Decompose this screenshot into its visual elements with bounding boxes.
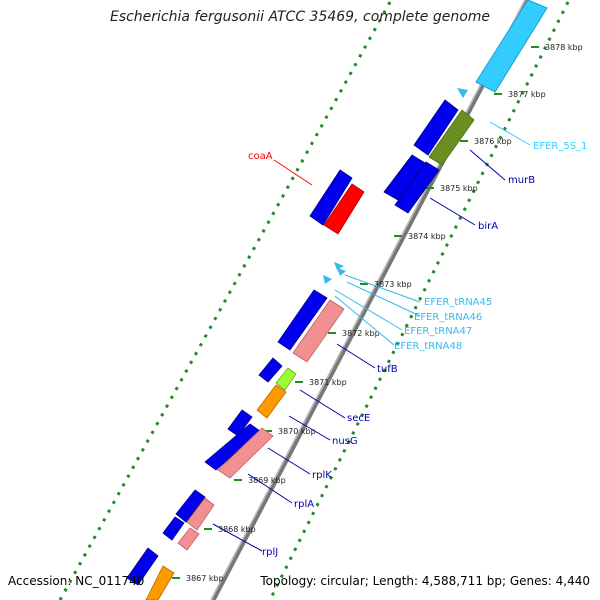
gene-label-birA: birA bbox=[478, 221, 498, 232]
gene-label-nusG: nusG bbox=[332, 436, 358, 447]
feature-secE[interactable] bbox=[258, 357, 283, 383]
gene-label-secE: secE bbox=[347, 413, 370, 424]
feature-trna-46[interactable] bbox=[337, 268, 346, 276]
gene-labels: coaA EFER_5S_1 murB birA EFER_tRNA45 EFE… bbox=[248, 141, 587, 558]
feature-coaA[interactable] bbox=[323, 183, 365, 235]
feature-pink-1[interactable] bbox=[292, 299, 345, 363]
inner-dotted-track bbox=[58, 1, 392, 600]
feature-pink-4[interactable] bbox=[177, 527, 200, 551]
scale-tick-label: 3867 kbp bbox=[186, 574, 224, 583]
scale-tick-label: 3870 kbp bbox=[278, 427, 316, 436]
scale-tick-label: 3869 kbp bbox=[248, 476, 286, 485]
feature-cds-small[interactable] bbox=[162, 516, 185, 541]
gene-label-tufB: tufB bbox=[377, 364, 398, 375]
feature-trna-47[interactable] bbox=[323, 275, 332, 284]
feature-olive[interactable] bbox=[428, 109, 475, 166]
gene-label-EFER_tRNA45: EFER_tRNA45 bbox=[424, 297, 492, 308]
gene-label-EFER_5S_1: EFER_5S_1 bbox=[533, 141, 587, 152]
feature-orange-1[interactable] bbox=[256, 384, 287, 419]
feature-cds-1[interactable] bbox=[413, 99, 459, 156]
scale-tick-label: 3874 kbp bbox=[408, 232, 446, 241]
gene-label-EFER_tRNA47: EFER_tRNA47 bbox=[404, 326, 472, 337]
feature-cds-bottom[interactable] bbox=[126, 547, 159, 586]
feature-trna-top[interactable] bbox=[457, 88, 468, 98]
gene-label-coaA: coaA bbox=[248, 151, 273, 162]
scale-tick-label: 3875 kbp bbox=[440, 184, 478, 193]
scale-tick-label: 3876 kbp bbox=[474, 137, 512, 146]
feature-cds-2[interactable] bbox=[383, 154, 426, 201]
gene-features bbox=[126, 0, 548, 600]
gene-label-EFER_tRNA46: EFER_tRNA46 bbox=[414, 312, 482, 323]
gene-label-rplJ: rplJ bbox=[262, 547, 278, 558]
feature-lime[interactable] bbox=[275, 367, 297, 391]
scale-ticks: 3867 kbp 3868 kbp 3869 kbp 3870 kbp 3871 kbp… bbox=[172, 43, 583, 583]
gene-label-murB: murB bbox=[508, 175, 535, 186]
scale-tick-label: 3872 kbp bbox=[342, 329, 380, 338]
feature-rplJ[interactable] bbox=[175, 489, 206, 523]
page-title: Escherichia fergusonii ATCC 35469, compl… bbox=[109, 9, 491, 25]
scale-tick-label: 3878 kbp bbox=[545, 43, 583, 52]
genome-backbone bbox=[210, 0, 530, 600]
feature-pink-3[interactable] bbox=[186, 497, 215, 531]
scale-tick-label: 3871 kbp bbox=[309, 378, 347, 387]
feature-rplK[interactable] bbox=[204, 423, 261, 471]
feature-orange-2[interactable] bbox=[145, 565, 175, 600]
feature-rrna-top[interactable] bbox=[475, 0, 548, 93]
outer-dotted-track bbox=[268, 1, 570, 600]
scale-tick-label: 3877 kbp bbox=[508, 90, 546, 99]
gene-label-rplA: rplA bbox=[294, 499, 314, 510]
feature-pink-2[interactable] bbox=[217, 427, 274, 479]
feature-cds-3[interactable] bbox=[394, 161, 440, 214]
genome-summary-text: Topology: circular; Length: 4,588,711 bp… bbox=[260, 574, 590, 588]
feature-trna-45[interactable] bbox=[334, 262, 344, 270]
gene-label-EFER_tRNA48: EFER_tRNA48 bbox=[394, 341, 462, 352]
feature-cds-coaA-left[interactable] bbox=[309, 169, 353, 226]
accession-text: Accession: NC_011740 bbox=[8, 574, 145, 588]
scale-tick-label: 3873 kbp bbox=[374, 280, 412, 289]
scale-tick-label: 3868 kbp bbox=[218, 525, 256, 534]
feature-tufB[interactable] bbox=[277, 289, 328, 351]
label-leaders bbox=[212, 121, 531, 552]
gene-label-rplK: rplK bbox=[312, 470, 332, 481]
